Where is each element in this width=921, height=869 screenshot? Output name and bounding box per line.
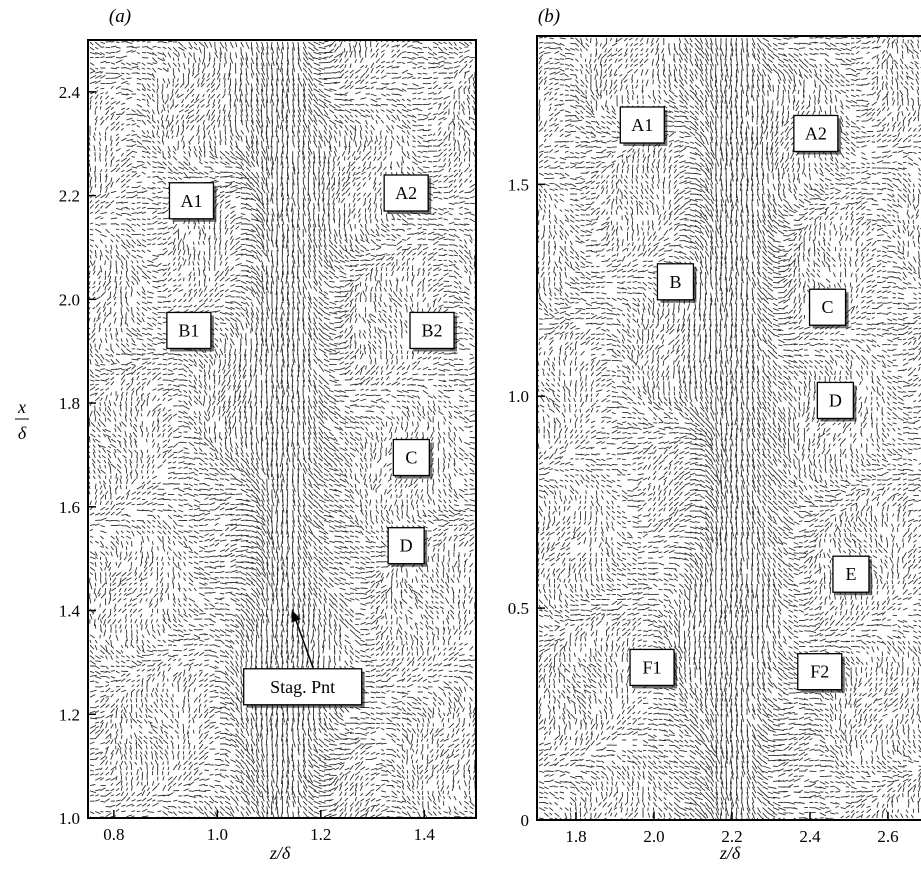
panel-b-ytick-label: 1.0: [508, 387, 529, 406]
panel-b-annotation-f2: F2: [797, 653, 845, 693]
panel-a-ylabel: x δ: [15, 397, 29, 443]
panel-b-annotations: A1 A2 B C D E F1 F2: [619, 106, 872, 693]
panel-b-annotation-text: C: [822, 297, 834, 317]
panel-b-ticks: 1.8 2.0 2.2 2.4 2.6 0 0.5 1.0 1.5: [508, 175, 899, 846]
panel-b-xlabel: z/δ: [719, 843, 741, 863]
panel-a-ytick-label: 1.4: [59, 602, 81, 621]
panel-a-annotation-b1: B1: [166, 311, 214, 352]
panel-b-annotation-e: E: [832, 555, 872, 596]
panel-b-label: (b): [538, 6, 560, 27]
panel-a-annotation-a1: A1: [168, 182, 217, 222]
panel-b-annotation-text: E: [845, 564, 856, 584]
panel-a-xtick-label: 1.4: [414, 825, 436, 844]
panel-a-label: (a): [109, 6, 131, 27]
panel-a-xlabel: z/δ: [269, 843, 291, 863]
panel-a-ytick-label: 1.6: [59, 498, 80, 517]
panel-a-annotation-text: A2: [395, 183, 417, 203]
panel-b-vector-field: [537, 36, 921, 820]
panel-b-annotation-text: F2: [810, 662, 829, 682]
panel-a: (a) 0.8 1.0 1.2 1.4 1.0 1.2 1.4 1.6 1.8 2.0 2.2 2.4…: [15, 6, 477, 863]
panel-b-annotation-text: A1: [631, 115, 653, 135]
panel-a-annotation-c: C: [392, 438, 433, 479]
panel-a-annotation-stag-pnt: Stag. Pnt: [243, 668, 365, 708]
panel-b-vectors: [537, 36, 921, 820]
panel-b-annotation-a2: A2: [793, 114, 841, 155]
panel-a-annotation-text: C: [405, 448, 417, 468]
panel-a-annotation-text: B2: [422, 320, 443, 340]
panel-b-annotation-d: D: [816, 381, 857, 422]
panel-b-ytick-label: 0.5: [508, 599, 529, 618]
panel-b: (b) 1.8 2.0 2.2 2.4 2.6 0 0.5 1.0 1.5 A1 A2 B C D E F1…: [508, 6, 921, 863]
panel-b-xtick-label: 2.4: [799, 827, 821, 846]
panel-b-annotation-text: D: [829, 390, 842, 410]
panel-b-ytick-label: 0: [521, 811, 530, 830]
panel-a-ytick-label: 1.8: [59, 394, 80, 413]
panel-a-annotation-d: D: [387, 527, 428, 567]
panel-a-ytick-label: 2.0: [59, 290, 80, 309]
panel-a-annotation-text: B1: [178, 320, 199, 340]
panel-a-ytick-label: 2.4: [59, 83, 81, 102]
panel-b-annotation-text: A2: [805, 123, 827, 143]
panel-a-ytick-label: 1.2: [59, 705, 80, 724]
panel-a-arrow-head: [291, 610, 301, 623]
panel-b-annotation-c: C: [808, 288, 849, 329]
panel-b-annotation-f1: F1: [629, 648, 678, 689]
panel-a-ylabel-numerator: x: [17, 397, 26, 417]
panel-a-annotations: A1 A2 B1 B2 C D Stag. Pnt: [166, 174, 458, 708]
panel-b-annotation-text: B: [669, 272, 681, 292]
panel-b-xtick-label: 1.8: [565, 827, 586, 846]
panel-a-annotation-text: D: [400, 536, 413, 556]
panel-b-xtick-label: 2.6: [877, 827, 898, 846]
panel-b-ytick-label: 1.5: [508, 175, 529, 194]
panel-a-annotation-text: Stag. Pnt: [270, 677, 335, 697]
panel-b-annotation-b: B: [656, 263, 697, 303]
panel-a-ylabel-denominator: δ: [18, 423, 27, 443]
panel-a-ticks: 0.8 1.0 1.2 1.4 1.0 1.2 1.4 1.6 1.8 2.0 2.2 2.4: [59, 83, 436, 844]
panel-b-annotation-a1: A1: [619, 106, 668, 146]
panel-a-annotation-a2: A2: [383, 174, 432, 215]
panel-a-xtick-label: 1.0: [207, 825, 228, 844]
panel-a-frame: [87, 39, 477, 819]
panel-a-xtick-label: 1.2: [310, 825, 331, 844]
panel-a-ytick-label: 1.0: [59, 809, 80, 828]
panel-b-xtick-label: 2.2: [721, 827, 742, 846]
panel-a-annotation-text: A1: [180, 191, 202, 211]
panel-a-ytick-label: 2.2: [59, 187, 80, 206]
panel-a-xtick-label: 0.8: [103, 825, 124, 844]
panel-b-annotation-text: F1: [643, 657, 662, 677]
panel-a-annotation-b2: B2: [409, 311, 458, 352]
panel-b-xtick-label: 2.0: [643, 827, 664, 846]
